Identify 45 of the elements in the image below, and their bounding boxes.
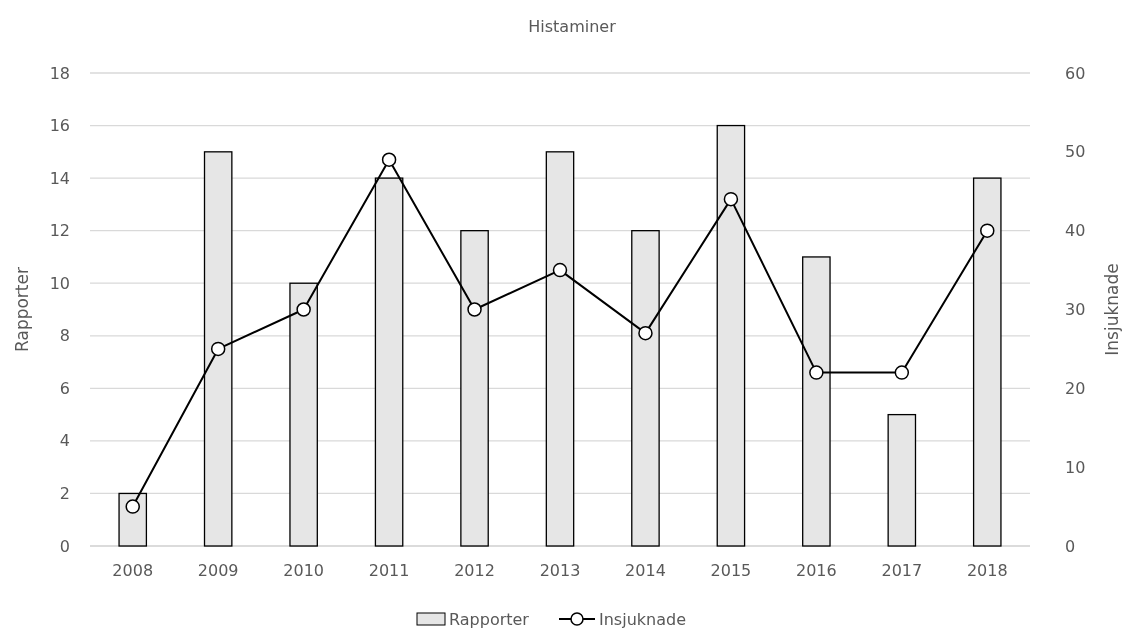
y-tick-label: 0 bbox=[59, 536, 70, 556]
x-tick-label: 2017 bbox=[881, 561, 923, 580]
point bbox=[638, 325, 653, 341]
y2-tick-label: 40 bbox=[1065, 221, 1086, 241]
x-tick-label: 2010 bbox=[283, 561, 324, 580]
point bbox=[381, 152, 397, 167]
x-tick-label: 2012 bbox=[454, 561, 495, 580]
y-tick-label: 8 bbox=[59, 326, 70, 346]
point bbox=[467, 302, 482, 317]
point bbox=[210, 341, 226, 357]
bar bbox=[887, 413, 917, 547]
y2-axis-title: Insjuknade bbox=[1102, 263, 1122, 356]
y-tick-label: 16 bbox=[49, 116, 70, 136]
x-tick-label: 2008 bbox=[112, 561, 154, 580]
y-axis-title: Rapporter bbox=[12, 267, 32, 352]
y2-tick-label: 0 bbox=[1065, 536, 1076, 556]
y-tick-label: 12 bbox=[49, 221, 70, 241]
y-tick-label: 4 bbox=[59, 431, 70, 451]
legend-label: Insjuknade bbox=[599, 610, 686, 629]
point bbox=[809, 365, 824, 380]
y2-tick-label: 20 bbox=[1065, 378, 1086, 398]
point bbox=[125, 499, 140, 514]
y2-tick-label: 50 bbox=[1065, 142, 1086, 162]
y-tick-label: 10 bbox=[49, 273, 70, 293]
point bbox=[552, 262, 568, 278]
x-tick-label: 2014 bbox=[625, 561, 666, 580]
y2-tick-label: 10 bbox=[1065, 457, 1086, 477]
y-tick-label: 14 bbox=[49, 168, 70, 188]
y-tick-label: 2 bbox=[59, 484, 70, 504]
y2-tick-label: 60 bbox=[1065, 63, 1086, 83]
x-tick-label: 2015 bbox=[710, 561, 752, 580]
point bbox=[296, 302, 311, 317]
point bbox=[894, 365, 910, 380]
x-tick-label: 2013 bbox=[539, 561, 581, 580]
x-tick-label: 2018 bbox=[966, 561, 1008, 580]
point bbox=[723, 191, 739, 207]
point bbox=[980, 223, 995, 238]
y-tick-label: 6 bbox=[59, 378, 70, 398]
chart-title: Histaminer bbox=[528, 17, 617, 36]
y2-tick-label: 30 bbox=[1065, 300, 1086, 320]
legend-label: Rapporter bbox=[449, 610, 530, 629]
x-tick-label: 2016 bbox=[796, 561, 837, 580]
x-tick-label: 2011 bbox=[368, 561, 410, 580]
x-tick-label: 2009 bbox=[197, 561, 239, 580]
y-tick-label: 18 bbox=[49, 63, 70, 83]
